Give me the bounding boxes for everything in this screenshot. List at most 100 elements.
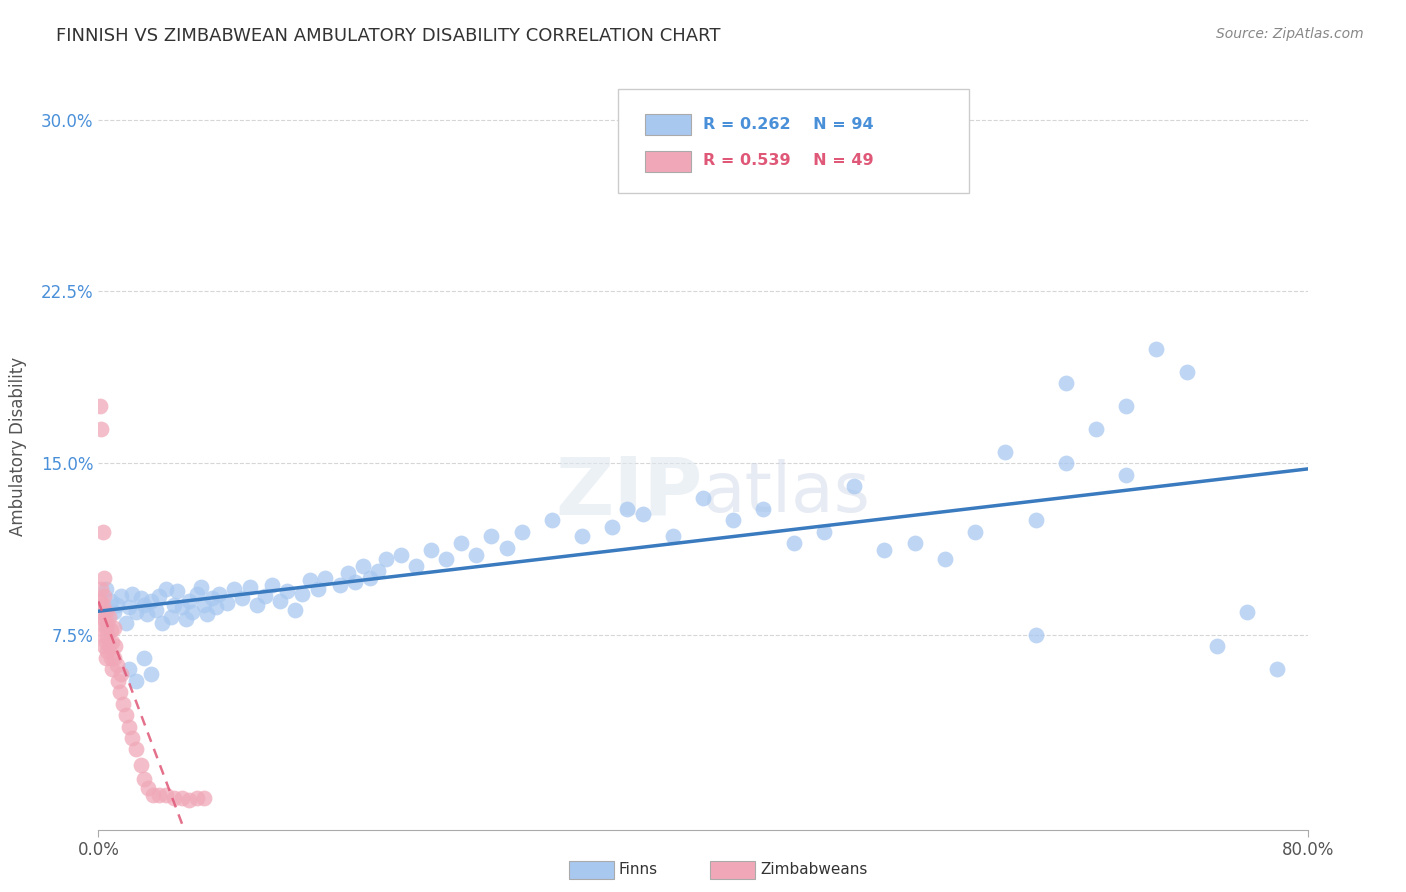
- Point: [284, 603, 307, 617]
- Point: [129, 591, 152, 606]
- Text: FINNISH VS ZIMBABWEAN AMBULATORY DISABILITY CORRELATION CHART: FINNISH VS ZIMBABWEAN AMBULATORY DISABIL…: [56, 27, 721, 45]
- Point: [91, 628, 114, 642]
- Point: [616, 502, 638, 516]
- Point: [374, 552, 396, 566]
- Point: [96, 616, 118, 631]
- Point: [1085, 422, 1108, 436]
- Point: [631, 507, 654, 521]
- Point: [155, 582, 177, 596]
- Point: [94, 605, 117, 619]
- Point: [934, 552, 956, 566]
- Point: [170, 600, 193, 615]
- Point: [94, 634, 117, 648]
- Point: [89, 399, 111, 413]
- Point: [155, 788, 177, 802]
- Point: [752, 502, 775, 516]
- Point: [105, 598, 128, 612]
- Point: [661, 529, 683, 543]
- Point: [352, 559, 374, 574]
- Point: [540, 513, 562, 527]
- Point: [1054, 456, 1077, 470]
- Point: [186, 790, 208, 805]
- Point: [1144, 342, 1167, 356]
- Point: [114, 616, 136, 631]
- Point: [163, 598, 186, 612]
- Point: [166, 584, 188, 599]
- Point: [246, 598, 269, 612]
- Point: [193, 790, 215, 805]
- Point: [190, 580, 212, 594]
- Point: [132, 772, 155, 787]
- Point: [844, 479, 866, 493]
- Point: [434, 552, 457, 566]
- Point: [179, 593, 201, 607]
- Point: [121, 731, 143, 745]
- Point: [1206, 640, 1229, 654]
- Point: [104, 640, 127, 654]
- Point: [125, 605, 148, 619]
- Point: [96, 628, 118, 642]
- Text: ZIP: ZIP: [555, 453, 703, 531]
- Point: [90, 582, 112, 596]
- Point: [89, 593, 111, 607]
- Point: [1115, 399, 1137, 413]
- Point: [420, 543, 443, 558]
- Point: [1054, 376, 1077, 390]
- Point: [389, 548, 412, 562]
- Point: [125, 673, 148, 688]
- Point: [181, 605, 204, 619]
- Point: [142, 788, 165, 802]
- Point: [129, 758, 152, 772]
- Point: [450, 536, 472, 550]
- Point: [148, 788, 170, 802]
- Point: [495, 541, 517, 555]
- Point: [118, 600, 141, 615]
- Point: [602, 520, 624, 534]
- Point: [96, 644, 118, 658]
- Point: [100, 593, 122, 607]
- Point: [465, 548, 488, 562]
- Point: [111, 697, 134, 711]
- Point: [571, 529, 593, 543]
- Point: [163, 790, 186, 805]
- Point: [723, 513, 745, 527]
- Point: [125, 742, 148, 756]
- Point: [91, 598, 114, 612]
- Point: [994, 444, 1017, 458]
- Point: [94, 582, 117, 596]
- Point: [103, 605, 125, 619]
- Point: [299, 573, 322, 587]
- Point: [253, 589, 276, 603]
- Point: [101, 662, 124, 676]
- Point: [224, 582, 246, 596]
- Point: [344, 575, 367, 590]
- Point: [208, 587, 231, 601]
- Point: [481, 529, 503, 543]
- Point: [94, 621, 117, 635]
- Point: [101, 634, 124, 648]
- Point: [1115, 467, 1137, 482]
- Point: [103, 650, 125, 665]
- Point: [262, 577, 284, 591]
- Point: [150, 616, 173, 631]
- Point: [291, 587, 314, 601]
- Point: [135, 607, 157, 622]
- Point: [269, 593, 291, 607]
- Point: [239, 580, 262, 594]
- Point: [114, 708, 136, 723]
- Point: [98, 609, 121, 624]
- Point: [195, 607, 218, 622]
- Text: Finns: Finns: [619, 863, 658, 877]
- Point: [94, 650, 117, 665]
- Point: [93, 612, 115, 626]
- Text: R = 0.262    N = 94: R = 0.262 N = 94: [703, 117, 873, 132]
- Point: [405, 559, 427, 574]
- Point: [110, 666, 132, 681]
- Point: [367, 564, 389, 578]
- Point: [93, 589, 115, 603]
- Point: [510, 524, 533, 539]
- Point: [329, 577, 352, 591]
- Point: [170, 790, 193, 805]
- Point: [360, 571, 382, 585]
- Point: [205, 600, 228, 615]
